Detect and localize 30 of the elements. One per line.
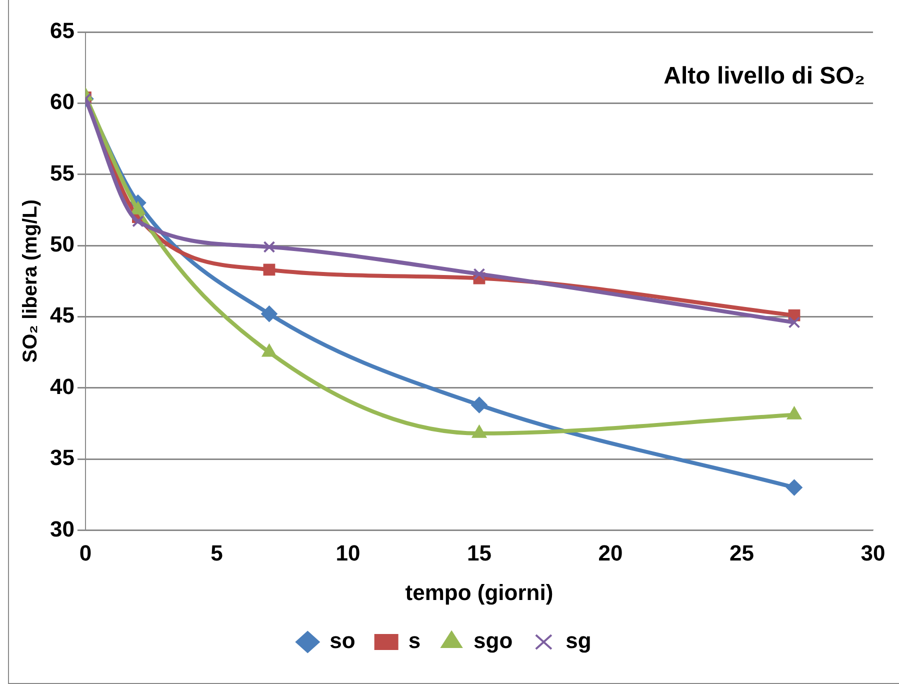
x-tick-label: 20	[598, 540, 623, 566]
point	[132, 215, 144, 228]
y-tick-label: 50	[50, 232, 74, 257]
text: Alto livello di SO₂	[664, 62, 865, 90]
point	[788, 316, 800, 328]
point	[473, 268, 486, 280]
point	[263, 264, 276, 276]
y-axis-title: SO₂ libera (mg/L)	[20, 199, 42, 363]
x-tick-label: 0	[79, 540, 92, 566]
y-tick-label: 35	[50, 445, 74, 470]
y-tick-label: 60	[50, 89, 74, 114]
point	[471, 396, 488, 413]
y-tick-label: 65	[50, 18, 74, 44]
x-tick-label: 10	[336, 540, 360, 566]
y-tick-label: 40	[50, 374, 74, 399]
point	[263, 240, 276, 253]
x-tick-label: 25	[730, 540, 754, 566]
legend-label: sgo	[474, 628, 513, 654]
x-tick-label: 5	[210, 540, 223, 566]
y-tick-label: 30	[50, 516, 74, 542]
x-axis-title: tempo (giorni)	[405, 580, 554, 605]
x-tick-label: 30	[860, 540, 886, 566]
legend-label: s	[408, 628, 421, 654]
legend-label: so	[330, 628, 356, 654]
legend-label: sg	[566, 628, 592, 654]
x-tick-label: 15	[466, 540, 492, 566]
y-tick-label: 45	[50, 302, 74, 328]
y-tick-label: 55	[50, 160, 74, 186]
point	[261, 306, 278, 322]
point	[786, 479, 802, 496]
